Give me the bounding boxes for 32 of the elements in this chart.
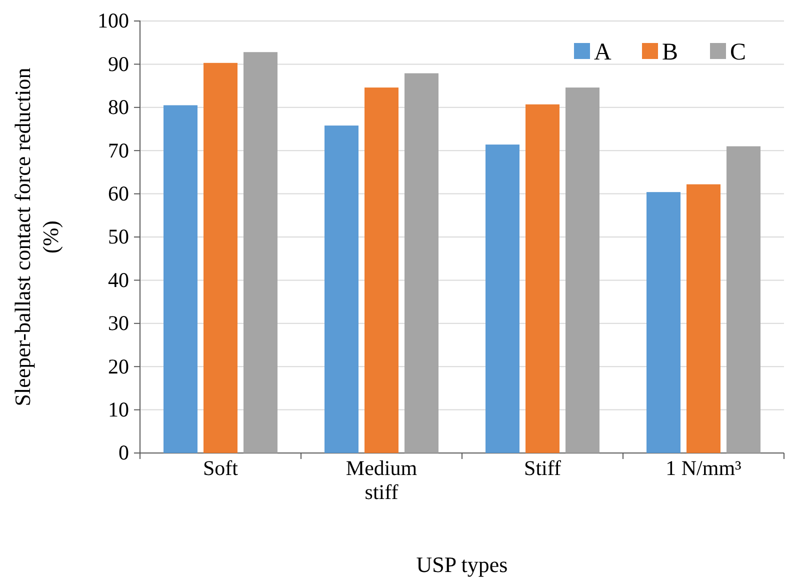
bar (404, 73, 438, 453)
bar (686, 184, 720, 453)
bar (164, 105, 198, 453)
x-tick-label: 1 N/mm³ (666, 456, 742, 480)
y-tick-label: 40 (108, 268, 129, 292)
y-tick-label: 90 (108, 52, 129, 76)
bar (244, 52, 278, 453)
y-tick-label: 100 (98, 8, 129, 33)
y-tick-label: 10 (108, 398, 129, 422)
bar (526, 104, 560, 453)
y-tick-label: 70 (108, 138, 129, 162)
bar (486, 144, 520, 453)
y-tick-label: 50 (108, 224, 129, 249)
bar (726, 146, 760, 453)
y-tick-label: 30 (108, 311, 129, 336)
y-tick-label: 80 (108, 95, 129, 120)
bar (646, 192, 680, 453)
bar (566, 88, 600, 453)
y-tick-label: 20 (108, 354, 129, 378)
y-tick-label: 0 (118, 440, 129, 465)
x-tick-label: Soft (202, 456, 238, 480)
legend-label: B (662, 39, 678, 66)
bar (204, 62, 238, 453)
legend-label: A (594, 39, 612, 66)
x-tick-label: Medium stiff (346, 456, 418, 504)
x-axis-title: USP types (416, 552, 508, 577)
y-axis-title: Sleeper-ballast contact force reduction (%) (10, 68, 63, 406)
bar (364, 88, 398, 453)
bar (324, 126, 358, 453)
y-tick-label: 60 (108, 182, 129, 206)
legend-label: C (730, 39, 746, 66)
x-tick-label: Stiff (524, 456, 561, 480)
